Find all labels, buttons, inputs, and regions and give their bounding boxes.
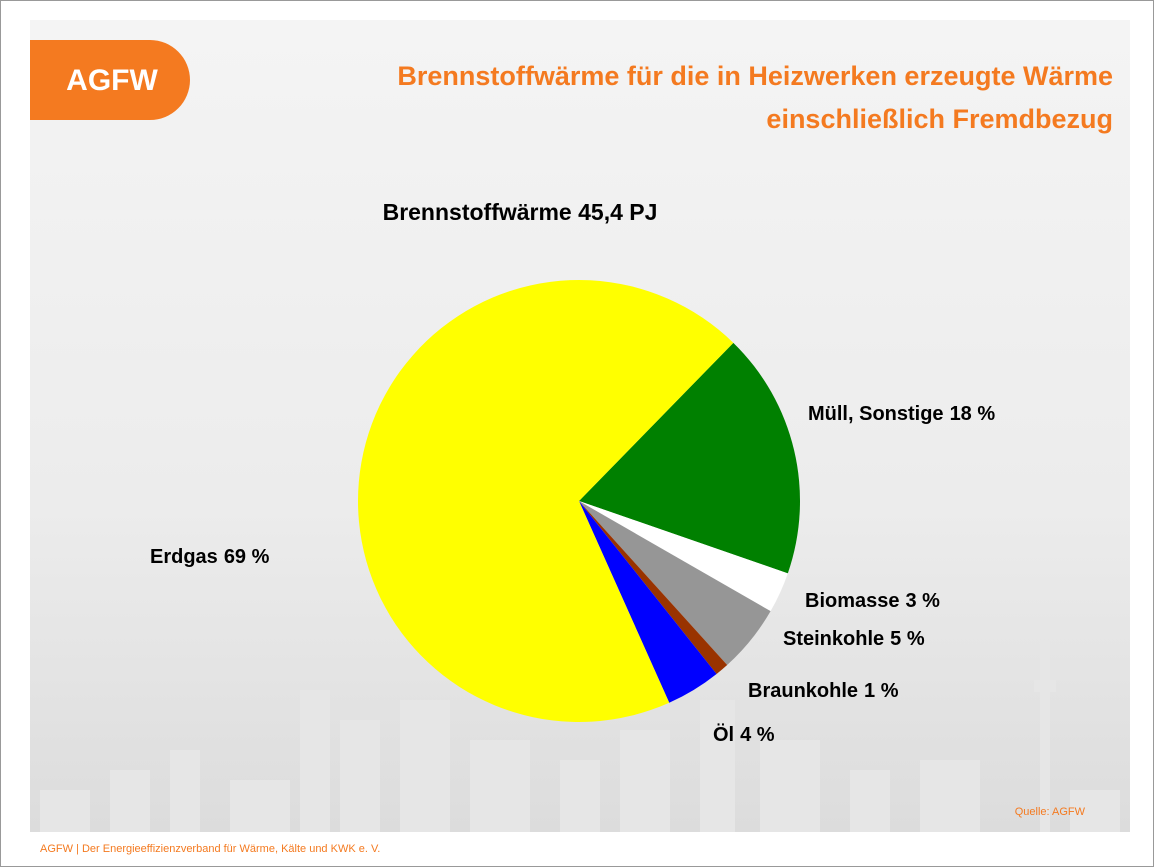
source: Quelle: AGFW bbox=[1015, 806, 1086, 818]
slice-label: Steinkohle 5 % bbox=[783, 628, 925, 650]
pie-slice bbox=[579, 501, 771, 665]
skyline bbox=[40, 640, 1120, 832]
logo: AGFW bbox=[66, 64, 158, 97]
slice-category: Biomasse bbox=[805, 590, 900, 612]
title-line: einschließlich Fremdbezug bbox=[766, 104, 1113, 134]
slice-value: 69 % bbox=[224, 546, 270, 568]
pie-slice bbox=[579, 501, 788, 612]
slice-label: Erdgas 69 % bbox=[150, 546, 270, 568]
pie-slice bbox=[579, 501, 728, 674]
slice-value: 4 % bbox=[740, 724, 775, 746]
title-line: Brennstoffwärme für die in Heizwerken er… bbox=[397, 61, 1113, 91]
slice-category: Öl bbox=[713, 723, 734, 746]
slice-label: Müll, Sonstige 18 % bbox=[808, 403, 995, 425]
logo-badge bbox=[30, 40, 190, 120]
slice-category: Müll, Sonstige bbox=[808, 403, 944, 425]
pie-slice bbox=[579, 501, 717, 703]
slice-value: 1 % bbox=[864, 680, 899, 702]
subtitle: Brennstoffwärme 45,4 PJ bbox=[383, 199, 658, 225]
footer: AGFW | Der Energieeffizienzverband für W… bbox=[40, 843, 380, 855]
pie bbox=[358, 279, 800, 722]
slice-label: Öl 4 % bbox=[713, 723, 775, 746]
slice-category: Steinkohle bbox=[783, 628, 884, 650]
slice-value: 3 % bbox=[906, 590, 941, 612]
slice-category: Erdgas bbox=[150, 546, 218, 568]
slice-label: Biomasse 3 % bbox=[805, 590, 940, 612]
slice-value: 18 % bbox=[950, 403, 996, 425]
pie-slice bbox=[579, 342, 800, 574]
pie-slice bbox=[358, 279, 734, 722]
slice-value: 5 % bbox=[890, 628, 925, 650]
slice-category: Braunkohle bbox=[748, 680, 858, 702]
slice-label: Braunkohle 1 % bbox=[748, 680, 899, 702]
